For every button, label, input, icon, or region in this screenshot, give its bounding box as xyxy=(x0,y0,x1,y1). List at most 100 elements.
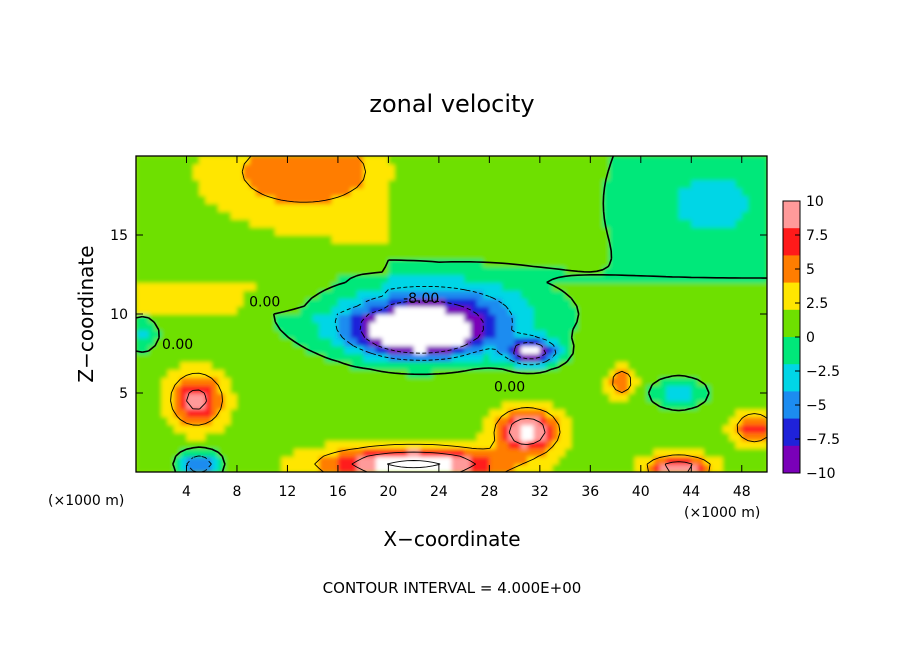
heatmap-cell xyxy=(407,274,415,283)
heatmap-cell xyxy=(236,456,244,465)
heatmap-cell xyxy=(464,424,472,434)
heatmap-cell xyxy=(363,377,371,386)
heatmap-cell xyxy=(647,329,655,339)
heatmap-cell xyxy=(634,321,642,331)
heatmap-cell xyxy=(300,235,307,244)
heatmap-cell xyxy=(609,345,617,355)
heatmap-cell xyxy=(741,456,749,465)
heatmap-cell xyxy=(249,385,257,394)
heatmap-cell xyxy=(489,408,497,418)
heatmap-cell xyxy=(243,400,251,410)
heatmap-cell xyxy=(281,171,289,181)
heatmap-cell xyxy=(192,274,200,283)
heatmap-cell xyxy=(596,321,604,331)
heatmap-cell xyxy=(735,171,743,181)
heatmap-cell xyxy=(596,440,604,449)
heatmap-cell xyxy=(325,274,333,283)
heatmap-cell xyxy=(167,369,175,378)
heatmap-cell xyxy=(754,456,762,465)
heatmap-cell xyxy=(148,274,156,283)
heatmap-cell xyxy=(533,219,541,228)
heatmap-cell xyxy=(697,408,705,418)
heatmap-cell xyxy=(445,163,453,173)
heatmap-cell xyxy=(514,211,522,220)
heatmap-cell xyxy=(394,163,402,173)
heatmap-cell xyxy=(464,361,472,370)
heatmap-cell xyxy=(211,353,219,362)
heatmap-cell xyxy=(602,337,610,347)
heatmap-cell xyxy=(470,440,478,449)
heatmap-cell xyxy=(577,440,585,449)
heatmap-cell xyxy=(457,282,465,291)
heatmap-cell xyxy=(243,298,251,307)
heatmap-cell xyxy=(565,163,572,173)
heatmap-cell xyxy=(697,432,705,441)
heatmap-cell xyxy=(628,250,636,260)
heatmap-cell xyxy=(451,211,459,220)
heatmap-cell xyxy=(325,416,333,426)
heatmap-cell xyxy=(653,337,661,347)
heatmap-cell xyxy=(647,298,655,307)
heatmap-cell xyxy=(539,235,547,244)
heatmap-cell xyxy=(161,385,169,394)
heatmap-cell xyxy=(552,242,560,252)
heatmap-cell xyxy=(628,408,636,418)
heatmap-cell xyxy=(394,456,402,465)
heatmap-cell xyxy=(691,456,699,465)
heatmap-cell xyxy=(615,282,623,291)
heatmap-cell xyxy=(287,171,295,181)
heatmap-cell xyxy=(180,195,188,204)
heatmap-cell xyxy=(180,203,188,212)
heatmap-cell xyxy=(312,219,320,228)
heatmap-cell xyxy=(199,203,207,212)
heatmap-cell xyxy=(432,329,440,339)
heatmap-cell xyxy=(318,187,326,197)
heatmap-cell xyxy=(596,235,604,244)
heatmap-cell xyxy=(508,163,516,173)
heatmap-cell xyxy=(388,416,396,426)
heatmap-cell xyxy=(602,361,610,370)
heatmap-cell xyxy=(464,179,472,189)
heatmap-cell xyxy=(760,156,767,165)
heatmap-cell xyxy=(426,408,434,418)
heatmap-cell xyxy=(382,258,389,268)
heatmap-cell xyxy=(356,440,364,449)
heatmap-cell xyxy=(375,195,383,204)
heatmap-cell xyxy=(451,227,459,236)
heatmap-cell xyxy=(249,314,257,323)
heatmap-cell xyxy=(451,250,459,260)
heatmap-cell xyxy=(539,337,547,347)
heatmap-cell xyxy=(136,282,143,291)
heatmap-cell xyxy=(426,314,434,323)
heatmap-cell xyxy=(287,242,295,252)
heatmap-cell xyxy=(710,369,718,378)
heatmap-cell xyxy=(344,432,352,441)
heatmap-cell xyxy=(186,156,194,165)
heatmap-cell xyxy=(741,298,749,307)
heatmap-cell xyxy=(539,464,547,472)
heatmap-cell xyxy=(754,464,762,472)
heatmap-cell xyxy=(249,464,257,472)
heatmap-cell xyxy=(602,203,610,212)
heatmap-cell xyxy=(407,163,415,173)
heatmap-cell xyxy=(584,219,591,228)
heatmap-cell xyxy=(167,314,175,323)
heatmap-cell xyxy=(199,377,207,386)
heatmap-cell xyxy=(565,329,572,339)
heatmap-cell xyxy=(483,321,490,331)
heatmap-cell xyxy=(596,250,604,260)
heatmap-cell xyxy=(457,266,465,276)
heatmap-cell xyxy=(426,211,434,220)
heatmap-cell xyxy=(369,369,377,378)
heatmap-cell xyxy=(236,266,244,276)
heatmap-cell xyxy=(451,258,459,268)
heatmap-cell xyxy=(634,400,642,410)
heatmap-cell xyxy=(470,337,478,347)
heatmap-cell xyxy=(318,377,326,386)
heatmap-cell xyxy=(602,464,610,472)
heatmap-cell xyxy=(640,377,648,386)
heatmap-cell xyxy=(287,163,295,173)
heatmap-cell xyxy=(161,274,169,283)
heatmap-cell xyxy=(445,408,453,418)
heatmap-cell xyxy=(741,464,749,472)
